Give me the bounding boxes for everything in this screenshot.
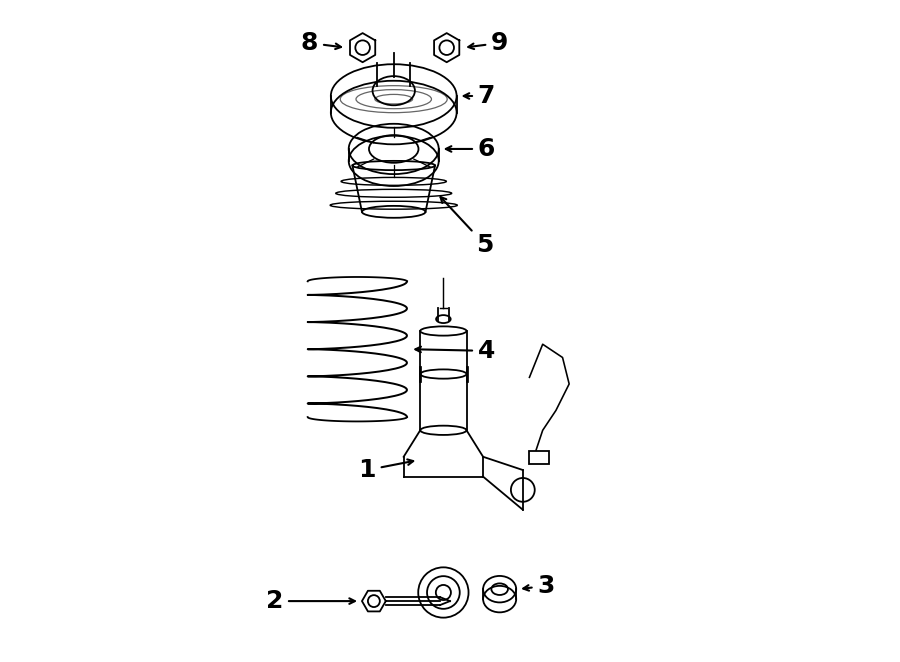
Text: 7: 7 bbox=[464, 84, 495, 108]
Text: 4: 4 bbox=[416, 339, 495, 363]
Text: 2: 2 bbox=[266, 589, 355, 613]
Text: 5: 5 bbox=[440, 197, 494, 257]
Text: 8: 8 bbox=[301, 31, 341, 55]
Text: 3: 3 bbox=[523, 574, 554, 598]
Text: 6: 6 bbox=[446, 137, 495, 161]
Text: 9: 9 bbox=[468, 31, 508, 55]
Text: 1: 1 bbox=[358, 458, 413, 482]
